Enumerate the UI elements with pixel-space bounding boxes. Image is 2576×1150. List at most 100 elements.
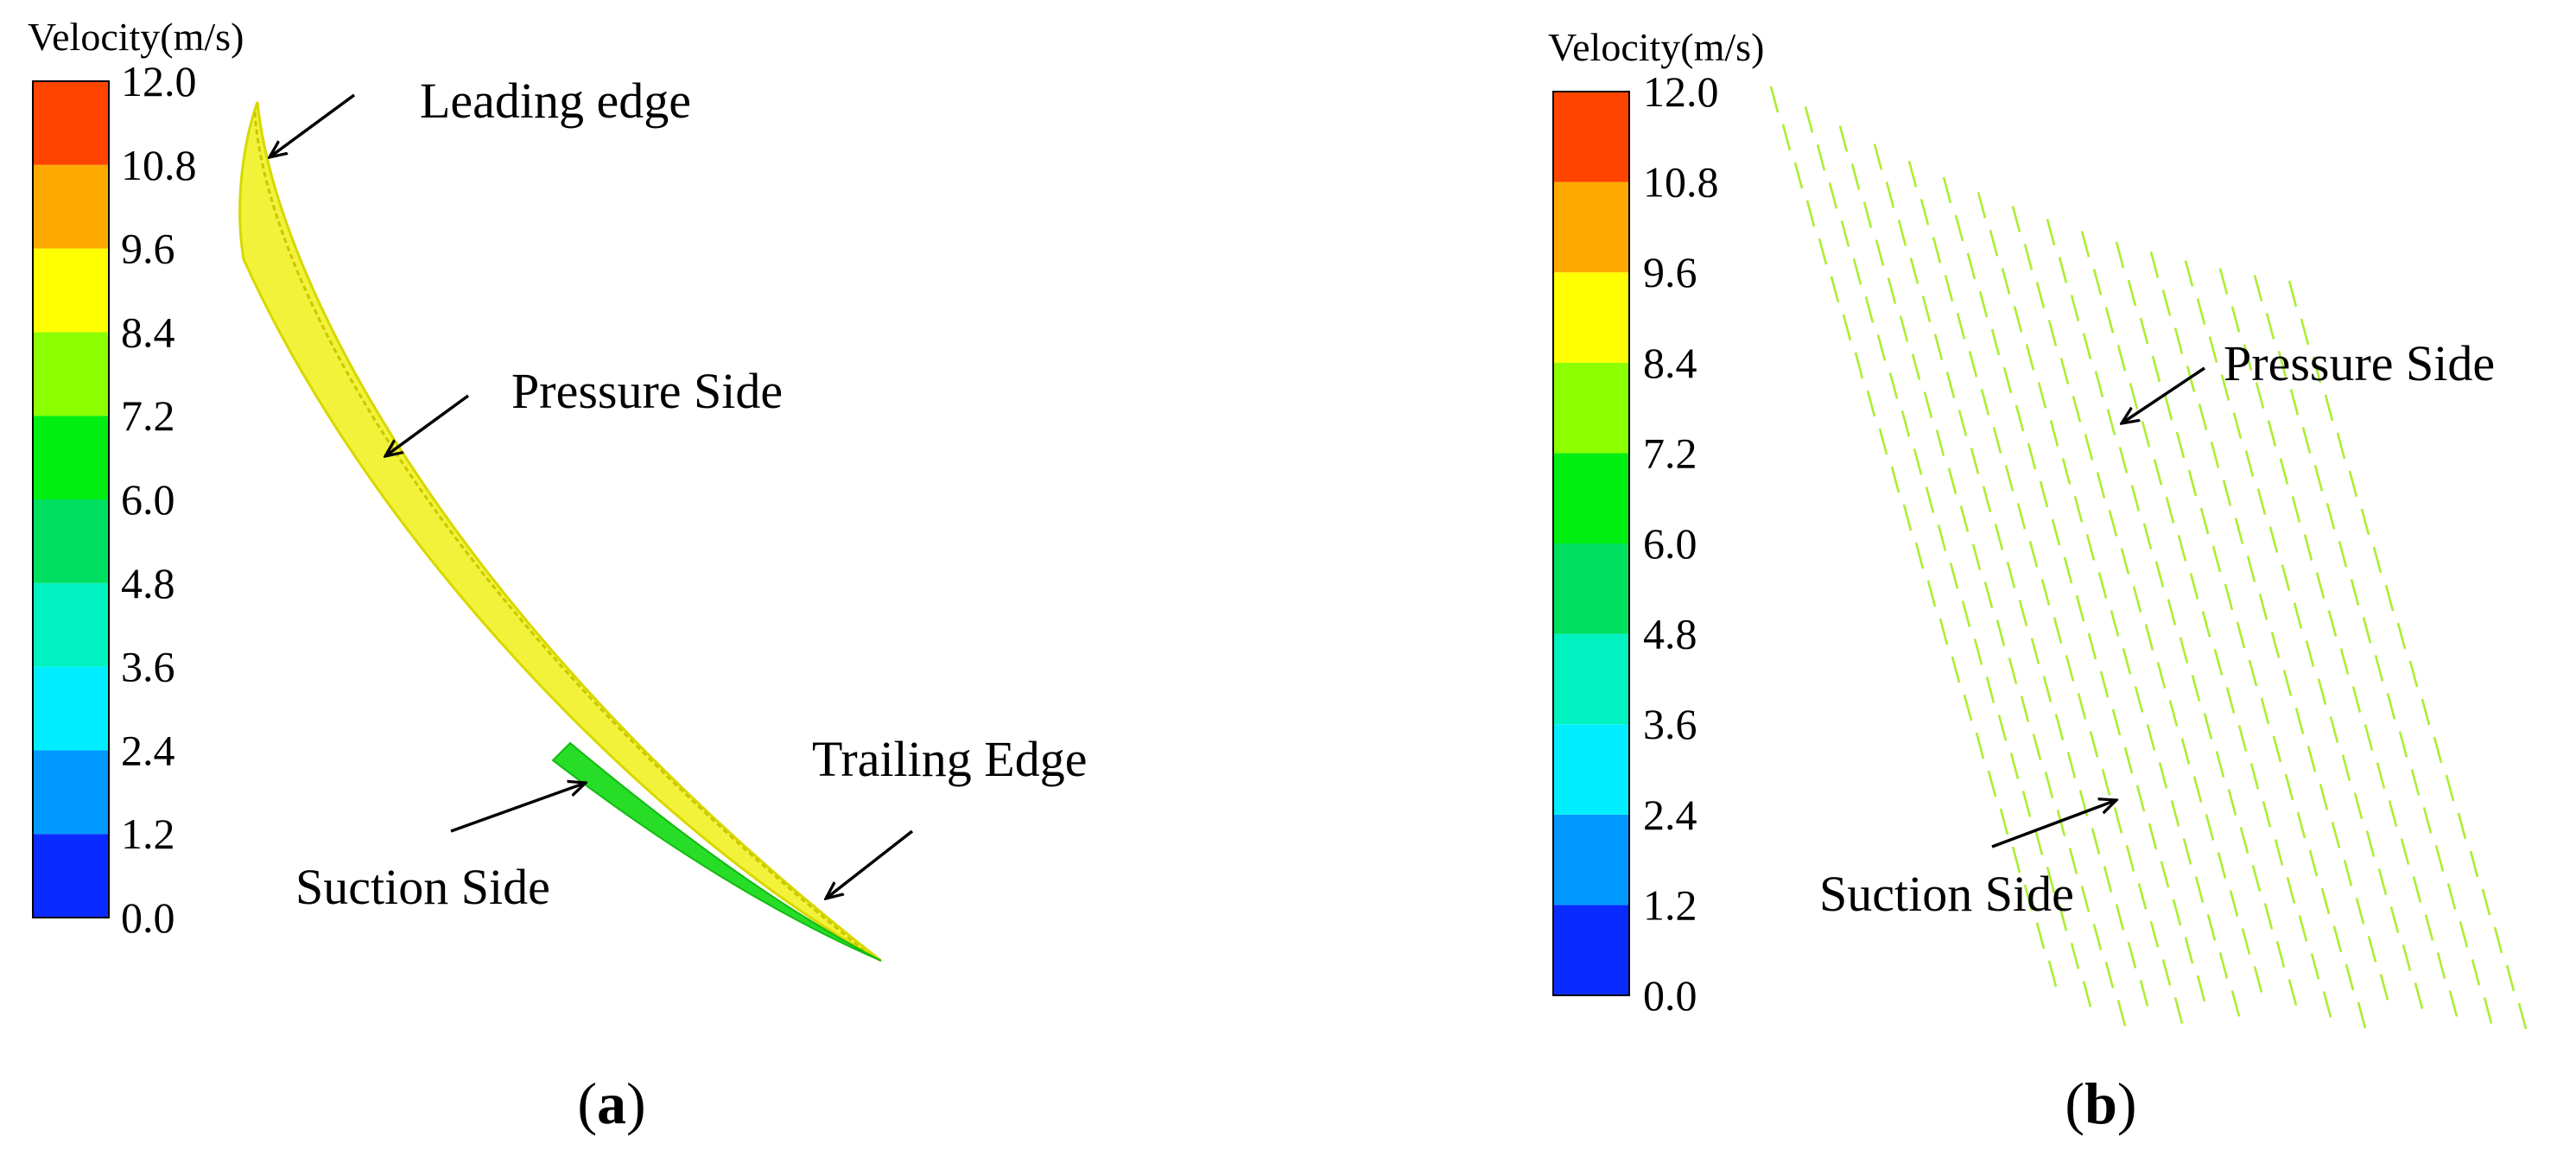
- velocity-vector: [2123, 747, 2134, 774]
- velocity-vector: [2313, 465, 2324, 492]
- velocity-vector: [2020, 696, 2030, 722]
- velocity-vector: [2153, 459, 2163, 486]
- trailing-edge-label: Trailing Edge: [812, 731, 1087, 787]
- velocity-vector: [2287, 280, 2298, 308]
- velocity-vector: [2379, 974, 2389, 1001]
- velocity-vector: [2262, 801, 2272, 828]
- velocity-vector: [2376, 762, 2386, 789]
- velocity-vector: [2113, 807, 2123, 834]
- velocity-vector: [2040, 579, 2051, 606]
- velocity-vector: [2191, 675, 2201, 702]
- colorbar-tick-label: 8.4: [1643, 339, 1697, 387]
- velocity-vector: [2094, 371, 2104, 397]
- velocity-vector: [2047, 960, 2058, 988]
- velocity-vector: [2258, 594, 2268, 620]
- velocity-vector: [2324, 394, 2334, 422]
- colorbar-frame: [32, 80, 110, 918]
- velocity-vector: [1961, 600, 1971, 627]
- velocity-vector: [2344, 963, 2355, 991]
- velocity-vector: [2493, 926, 2503, 954]
- blade-outline: [238, 101, 882, 963]
- velocity-vector: [2196, 298, 2206, 325]
- velocity-vector: [1850, 163, 1861, 190]
- velocity-vector: [2139, 980, 2149, 1007]
- colorbar-band: [33, 81, 109, 165]
- velocity-vector: [2161, 289, 2172, 316]
- velocity-vector: [1875, 239, 1885, 266]
- velocity-vector: [2448, 990, 2459, 1017]
- leading-edge-label: Leading edge: [420, 73, 691, 129]
- velocity-vector: [2184, 260, 2194, 287]
- velocity-vector: [1913, 448, 1923, 475]
- velocity-vector: [2421, 698, 2431, 726]
- velocity-vector: [2424, 914, 2434, 941]
- velocity-vector: [2332, 925, 2343, 953]
- velocity-vector: [2210, 442, 2220, 468]
- velocity-vector: [2196, 975, 2206, 1002]
- velocity-vector: [2172, 899, 2182, 926]
- velocity-vector: [2053, 617, 2063, 644]
- blade-hatching: [253, 111, 865, 952]
- velocity-vector: [2213, 649, 2224, 676]
- velocity-vector: [2156, 662, 2167, 689]
- velocity-vector: [2243, 344, 2253, 371]
- colorbar-band: [33, 332, 109, 416]
- velocity-vector: [2244, 450, 2255, 477]
- velocity-vector: [2042, 676, 2053, 702]
- velocity-vector: [1999, 808, 2009, 835]
- velocity-vector: [2357, 1001, 2367, 1029]
- velocity-vector: [2087, 632, 2097, 660]
- velocity-vector: [2445, 774, 2455, 802]
- velocity-vector: [2192, 776, 2203, 803]
- pressure-side-arrow: [2122, 366, 2205, 423]
- velocity-vector: [1805, 200, 1816, 227]
- colorbar-band: [1553, 543, 1629, 634]
- velocity-vector: [2035, 282, 2046, 308]
- velocity-vector: [1937, 524, 1947, 551]
- colorbar-band: [33, 499, 109, 583]
- velocity-vector: [2141, 421, 2151, 448]
- velocity-vector: [2135, 785, 2146, 812]
- velocity-vector: [2085, 534, 2096, 561]
- velocity-vector-field: [1769, 86, 2528, 1030]
- velocity-vector: [2127, 942, 2137, 969]
- velocity-vector: [2422, 807, 2433, 834]
- velocity-vector: [2306, 746, 2317, 772]
- colorbar-tick-label: 0.0: [121, 893, 175, 942]
- colorbar-tick-label: 6.0: [1643, 519, 1697, 568]
- velocity-vector: [1990, 328, 2001, 356]
- velocity-vector: [1978, 290, 1989, 318]
- velocity-vector: [2284, 773, 2294, 801]
- velocity-vector: [1944, 275, 1954, 302]
- velocity-vector: [2400, 838, 2410, 865]
- velocity-vector: [2059, 358, 2070, 384]
- velocity-vector: [2049, 420, 2059, 447]
- velocity-vector: [2236, 621, 2246, 649]
- velocity-vector: [2122, 648, 2132, 675]
- velocity-vector: [2011, 206, 2021, 232]
- blade-green-tail: [551, 741, 882, 962]
- velocity-vector: [1852, 258, 1862, 285]
- velocity-vector: [2317, 678, 2327, 705]
- velocity-vector: [2289, 389, 2300, 416]
- velocity-vector: [1983, 581, 1994, 608]
- velocity-vector: [1866, 390, 1876, 417]
- colorbar-tick-label: 2.4: [1643, 791, 1697, 839]
- velocity-vector: [2148, 823, 2158, 850]
- velocity-vector: [1899, 315, 1909, 342]
- velocity-vector: [2096, 472, 2106, 499]
- velocity-vector: [2073, 496, 2084, 523]
- velocity-vector: [2187, 469, 2198, 497]
- velocity-vector: [2505, 964, 2516, 992]
- velocity-vector: [2208, 336, 2218, 363]
- velocity-vector: [2149, 251, 2160, 278]
- velocity-vector: [2267, 420, 2277, 447]
- colorbar-band: [1553, 181, 1629, 273]
- velocity-vector: [2248, 659, 2258, 687]
- velocity-vector: [2410, 769, 2421, 796]
- velocity-vector: [2310, 953, 2320, 980]
- colorbar-band: [1553, 362, 1629, 454]
- velocity-vector: [1989, 230, 1999, 257]
- panel-a: Velocity(m/s) 12.0 10.8 9.6 8.4 7.2 6.0 4.8 3.6…: [28, 15, 1087, 1136]
- velocity-vector: [2446, 883, 2457, 910]
